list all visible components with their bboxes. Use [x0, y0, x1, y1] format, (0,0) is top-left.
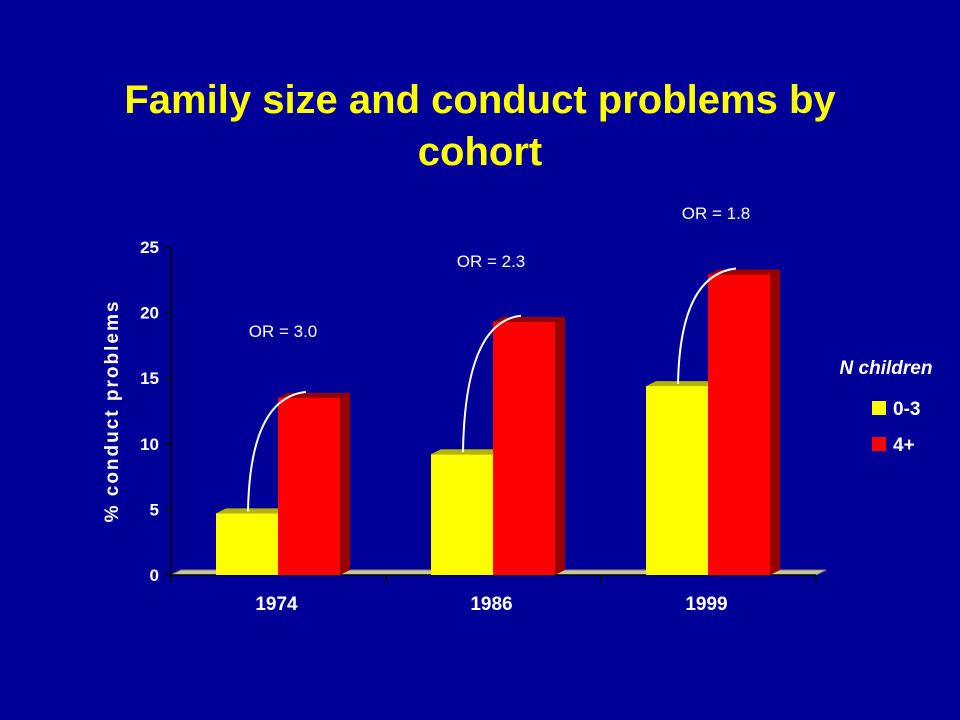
x-category-label: 1999	[685, 594, 727, 615]
bar-front	[216, 513, 278, 575]
legend-swatch	[872, 401, 886, 415]
x-category-label: 1986	[470, 594, 512, 615]
legend-title: N children	[840, 358, 933, 379]
legend-label: 4+	[893, 435, 915, 456]
bar-top	[646, 381, 718, 387]
x-category-label: 1974	[255, 594, 298, 615]
y-tick-label: 15	[140, 369, 159, 388]
y-tick-label: 0	[150, 566, 159, 585]
legend-label: 0-3	[893, 399, 920, 420]
bar-front	[431, 454, 493, 575]
odds-ratio-connector	[462, 314, 522, 453]
bar	[708, 269, 780, 575]
bar	[493, 316, 565, 575]
bar-front	[278, 397, 340, 575]
bar	[216, 508, 288, 575]
y-tick-label: 10	[140, 435, 159, 454]
bar-top	[431, 449, 503, 455]
y-tick-label: 25	[140, 238, 159, 257]
odds-ratio-label: OR = 1.8	[682, 204, 751, 223]
y-tick-label: 5	[150, 500, 159, 519]
bar-top	[216, 508, 288, 514]
odds-ratio-label: OR = 2.3	[457, 252, 526, 271]
odds-ratio-connector	[677, 267, 737, 385]
bar-side	[770, 269, 780, 575]
y-tick-label: 20	[140, 304, 159, 323]
odds-ratio-label: OR = 3.0	[249, 322, 318, 341]
odds-ratio-connector	[247, 390, 307, 512]
bar	[278, 392, 350, 575]
bar-front	[493, 321, 555, 575]
chart-title: Family size and conduct problems by coho…	[124, 78, 836, 174]
bar	[431, 449, 503, 575]
bar-side	[340, 392, 350, 575]
bar-front	[646, 386, 708, 575]
bar-side	[555, 316, 565, 575]
bar-front	[708, 274, 770, 575]
bar	[646, 381, 718, 575]
legend-swatch	[872, 437, 886, 451]
y-axis-label: % conduct problems	[102, 300, 123, 523]
